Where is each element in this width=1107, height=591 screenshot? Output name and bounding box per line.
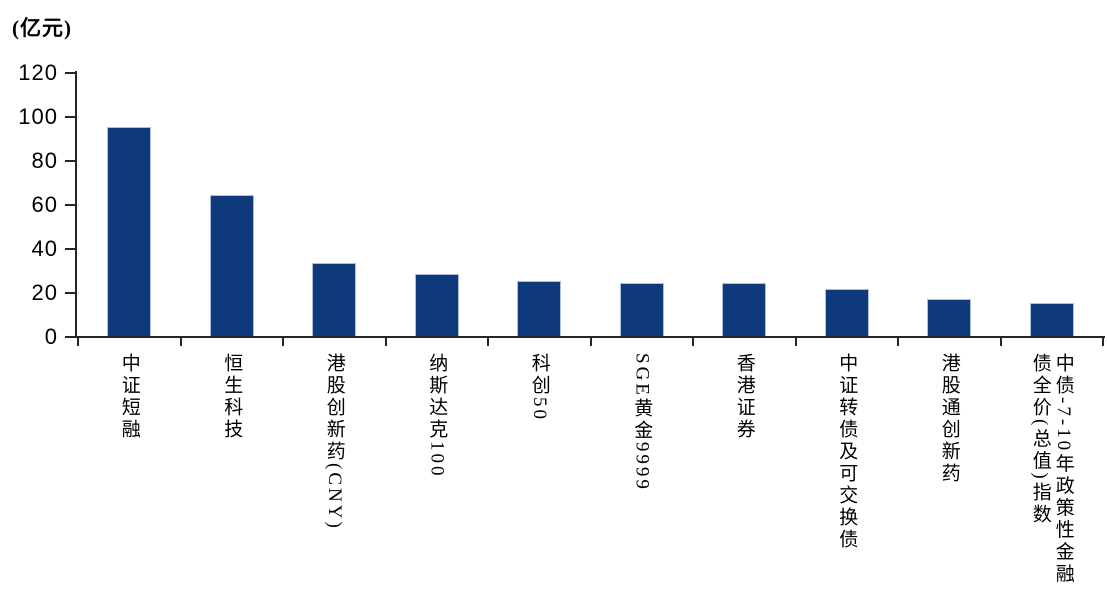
y-tick-label: 0 — [44, 324, 58, 349]
x-tick-mark — [384, 338, 387, 346]
x-tick-mark — [487, 338, 489, 346]
x-tick-mark — [77, 338, 79, 346]
x-tick-mark — [1102, 338, 1104, 346]
category-label: 恒生科技 — [221, 353, 243, 441]
x-tick-mark — [692, 338, 694, 346]
bar — [1029, 303, 1074, 336]
bar — [414, 274, 459, 336]
category-label: 港股创新药(CNY) — [323, 353, 345, 531]
plot-area — [78, 72, 1103, 336]
bar — [312, 263, 357, 336]
category-label: 中证短融 — [118, 353, 140, 441]
y-tick-label: 120 — [18, 60, 58, 85]
bar — [209, 195, 254, 336]
x-tick-mark — [589, 338, 592, 346]
category-label: 中证转债及可交换债 — [836, 353, 858, 551]
x-tick-mark — [794, 338, 797, 346]
bar — [619, 283, 664, 336]
y-tick-mark — [65, 204, 76, 206]
category-label: 中债-7-10年政策性金融债全价(总值)指数 — [1029, 353, 1074, 586]
y-tick-label: 20 — [31, 280, 58, 305]
y-tick-label: 80 — [31, 148, 58, 173]
x-axis-line — [75, 336, 1105, 338]
y-tick-label: 60 — [31, 192, 58, 217]
y-tick-mark — [65, 248, 76, 250]
y-tick-mark — [65, 160, 76, 162]
bar — [107, 127, 152, 336]
bar — [517, 281, 562, 336]
y-tick-mark — [65, 72, 76, 74]
y-tick-label: 40 — [31, 236, 58, 261]
category-label: SGE黄金9999 — [631, 353, 653, 492]
x-tick-mark — [179, 338, 182, 346]
category-label: 纳斯达克100 — [426, 353, 448, 479]
y-tick-mark — [65, 116, 76, 118]
x-tick-mark — [897, 338, 899, 346]
y-tick-label: 100 — [18, 104, 58, 129]
x-tick-mark — [999, 338, 1002, 346]
y-axis-line — [75, 71, 77, 338]
bar — [824, 289, 869, 336]
bar — [722, 283, 767, 336]
y-tick-mark — [65, 336, 76, 338]
category-label: 港股通创新药 — [938, 353, 960, 485]
x-tick-mark — [282, 338, 284, 346]
y-axis-unit-label: (亿元) — [12, 16, 72, 40]
category-label: 科创50 — [528, 353, 550, 422]
category-label: 香港证券 — [733, 353, 755, 441]
bar — [927, 299, 972, 336]
y-tick-mark — [65, 292, 76, 294]
